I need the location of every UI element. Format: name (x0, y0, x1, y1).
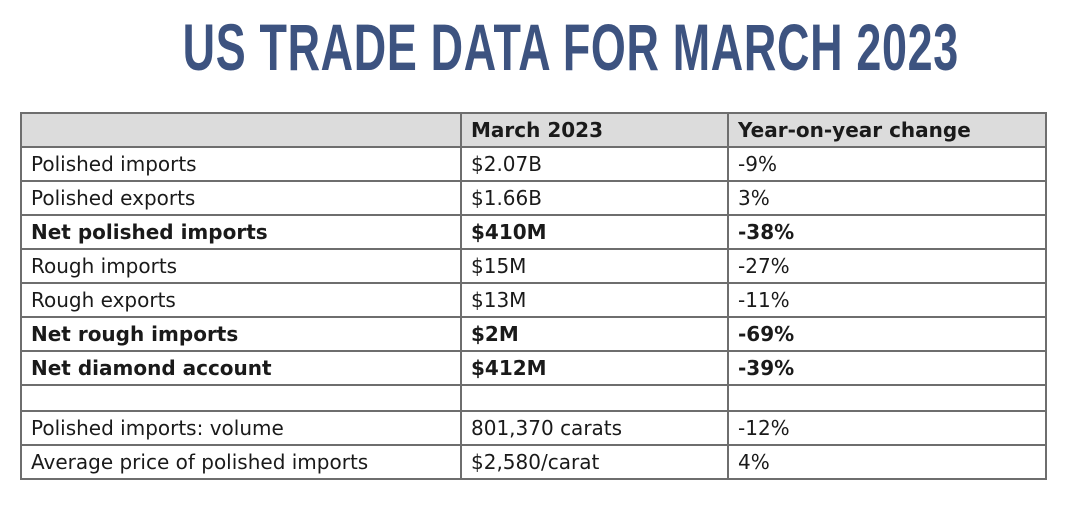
cell-change: 4% (727, 444, 1047, 480)
cell-change: -27% (727, 248, 1047, 284)
header-cell (20, 112, 462, 148)
cell-label: Rough exports (20, 282, 462, 318)
cell-label: Net rough imports (20, 316, 462, 352)
table-header-row: March 2023 Year-on-year change (20, 112, 1047, 148)
cell-value: $2,580/carat (460, 444, 729, 480)
cell-label: Rough imports (20, 248, 462, 284)
cell-value: $412M (460, 350, 729, 386)
cell-value: 801,370 carats (460, 410, 729, 446)
header-cell: March 2023 (460, 112, 729, 148)
cell-value: $13M (460, 282, 729, 318)
cell-value: $1.66B (460, 180, 729, 216)
cell-label (20, 384, 462, 412)
table-row: Polished imports: volume 801,370 carats -1… (20, 410, 1047, 446)
table-row: Average price of polished imports $2,580/… (20, 444, 1047, 480)
table-row: Net polished imports $410M -38% (20, 214, 1047, 250)
cell-change: -38% (727, 214, 1047, 250)
cell-change: -39% (727, 350, 1047, 386)
cell-label: Polished exports (20, 180, 462, 216)
cell-change: -12% (727, 410, 1047, 446)
cell-label: Average price of polished imports (20, 444, 462, 480)
table-row: Polished imports $2.07B -9% (20, 146, 1047, 182)
cell-value: $410M (460, 214, 729, 250)
table-row (20, 384, 1047, 412)
cell-label: Net diamond account (20, 350, 462, 386)
table-row: Net rough imports $2M -69% (20, 316, 1047, 352)
cell-label: Polished imports: volume (20, 410, 462, 446)
table-row: Polished exports $1.66B 3% (20, 180, 1047, 216)
cell-value: $2.07B (460, 146, 729, 182)
cell-change: -9% (727, 146, 1047, 182)
cell-label: Polished imports (20, 146, 462, 182)
page-title: US TRADE DATA FOR MARCH 2023 (0, 14, 1080, 80)
table-row: Rough exports $13M -11% (20, 282, 1047, 318)
table-row: Net diamond account $412M -39% (20, 350, 1047, 386)
cell-value: $15M (460, 248, 729, 284)
trade-data-table: March 2023 Year-on-year change Polished … (20, 112, 1047, 480)
cell-change (727, 384, 1047, 412)
cell-change: -11% (727, 282, 1047, 318)
cell-value: $2M (460, 316, 729, 352)
header-cell: Year-on-year change (727, 112, 1047, 148)
cell-change: -69% (727, 316, 1047, 352)
cell-label: Net polished imports (20, 214, 462, 250)
table-row: Rough imports $15M -27% (20, 248, 1047, 284)
cell-change: 3% (727, 180, 1047, 216)
title-text: US TRADE DATA FOR MARCH 2023 (182, 10, 959, 84)
cell-value (460, 384, 729, 412)
